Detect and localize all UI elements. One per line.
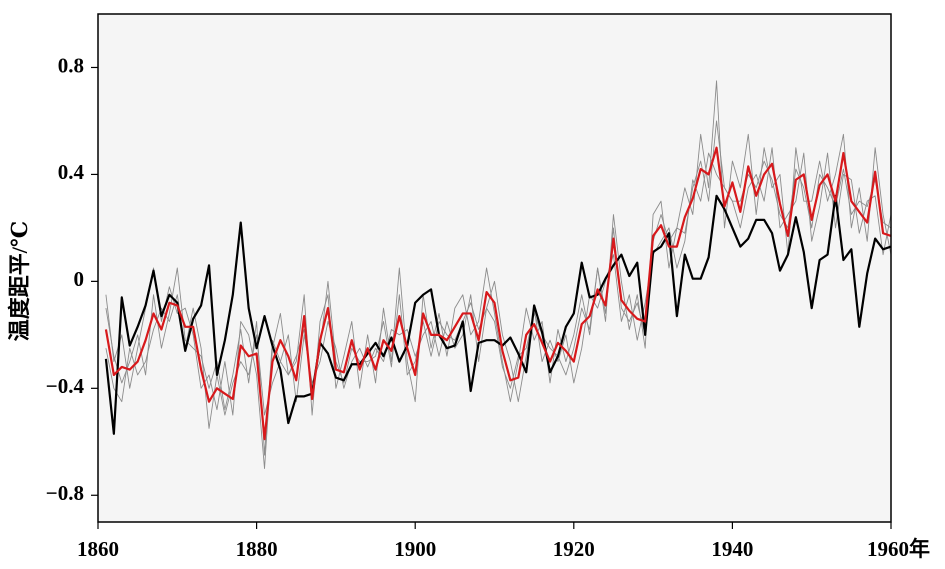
- plot-frame: [97, 13, 892, 523]
- y-axis-label: 温度距平/℃: [7, 221, 32, 341]
- x-tick-label: 1860: [77, 537, 119, 561]
- ensemble-line: [105, 120, 892, 456]
- y-tick-label: −0.8: [46, 481, 84, 505]
- plot-background: [98, 14, 891, 522]
- y-tick-label: 0.8: [58, 53, 84, 77]
- y-tick-label: −0.4: [46, 374, 85, 398]
- x-tick-label: 1900: [394, 537, 436, 561]
- x-tick-label: 1940: [711, 537, 753, 561]
- x-tick-label: 1880: [236, 537, 278, 561]
- series-line: [104, 146, 892, 441]
- x-tick-label: 1920: [553, 537, 595, 561]
- series-line: [104, 194, 892, 435]
- y-tick-label: 0: [74, 267, 85, 291]
- x-tick-label: 1960年: [867, 537, 930, 561]
- y-tick-label: 0.4: [58, 160, 85, 184]
